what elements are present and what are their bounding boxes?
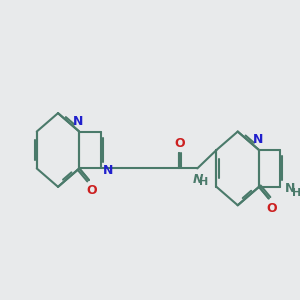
Text: N: N <box>73 115 83 128</box>
Text: O: O <box>266 202 277 215</box>
Text: N: N <box>193 173 203 186</box>
Text: N: N <box>285 182 296 195</box>
Text: H: H <box>200 177 209 187</box>
Text: H: H <box>292 188 300 198</box>
Text: N: N <box>103 164 113 177</box>
Text: N: N <box>253 133 263 146</box>
Text: O: O <box>86 184 97 197</box>
Text: O: O <box>174 137 184 150</box>
